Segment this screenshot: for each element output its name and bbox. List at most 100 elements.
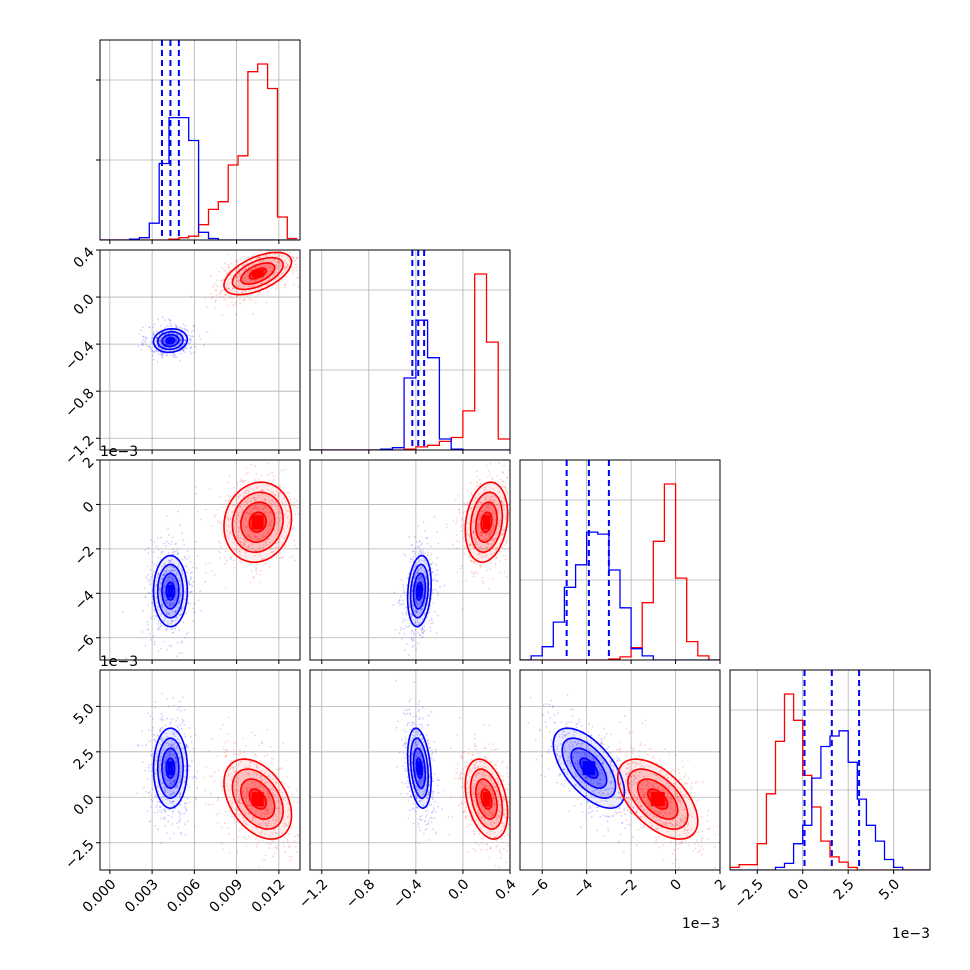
scatter-point: [285, 266, 288, 269]
scatter-point: [143, 341, 146, 343]
scatter-point: [422, 833, 425, 835]
scatter-point: [472, 792, 475, 795]
scatter-point: [251, 507, 254, 510]
scatter-point: [247, 534, 250, 536]
scatter-point: [492, 537, 495, 540]
scatter-point: [293, 256, 295, 259]
scatter-point: [291, 555, 294, 557]
scatter-point: [466, 522, 469, 525]
scatter-point: [228, 536, 231, 539]
scatter-point: [455, 516, 458, 519]
scatter-point: [323, 238, 325, 240]
scatter-point: [163, 768, 166, 771]
scatter-point: [157, 609, 160, 611]
scatter-point: [288, 521, 290, 524]
scatter-point: [262, 543, 265, 546]
scatter-point: [473, 562, 476, 565]
scatter-point: [437, 779, 440, 782]
scatter-point: [514, 504, 516, 506]
scatter-point: [419, 568, 422, 570]
scatter-point: [281, 535, 283, 538]
scatter-point: [428, 776, 431, 778]
scatter-point: [183, 781, 186, 784]
scatter-point: [415, 583, 418, 586]
scatter-point: [261, 558, 264, 560]
scatter-point: [174, 341, 177, 344]
scatter-point: [513, 451, 515, 453]
scatter-point: [460, 530, 463, 533]
scatter-point: [428, 790, 431, 793]
scatter-point: [255, 836, 258, 839]
scatter-point: [251, 781, 254, 784]
scatter-point: [164, 789, 167, 792]
scatter-point: [179, 359, 181, 362]
scatter-point: [161, 550, 164, 553]
scatter-point: [179, 595, 182, 597]
scatter-point: [157, 623, 160, 625]
scatter-point: [150, 347, 152, 349]
density-peak-blue: [167, 584, 174, 598]
scatter-point: [258, 823, 260, 826]
scatter-point: [145, 790, 147, 793]
scatter-point: [174, 778, 177, 781]
scatter-point: [151, 763, 154, 766]
scatter-point: [189, 578, 192, 581]
scatter-point: [281, 272, 284, 274]
scatter-point: [430, 756, 433, 759]
scatter-point: [412, 802, 415, 805]
scatter-point: [285, 262, 288, 264]
scatter-point: [171, 565, 174, 568]
scatter-point: [252, 489, 255, 491]
scatter-point: [472, 531, 474, 533]
scatter-point: [244, 290, 247, 293]
scatter-point: [189, 560, 192, 563]
scatter-point: [190, 340, 193, 342]
scatter-point: [492, 540, 495, 543]
scatter-point: [161, 355, 164, 358]
scatter-point: [497, 491, 500, 494]
scatter-point: [281, 278, 284, 281]
scatter-point: [290, 504, 293, 507]
scatter-point: [206, 306, 209, 308]
scatter-point: [415, 744, 417, 747]
scatter-point: [176, 786, 179, 789]
scatter-point: [291, 793, 294, 796]
scatter-point: [188, 581, 190, 584]
scatter-point: [141, 730, 143, 732]
panel-2d-p2-vs-p1: [310, 451, 516, 660]
scatter-point: [215, 299, 217, 302]
scatter-point: [167, 820, 170, 823]
scatter-point: [168, 561, 171, 564]
scatter-point: [159, 622, 162, 624]
scatter-point: [257, 502, 260, 505]
scatter-point: [199, 590, 202, 593]
scatter-point: [278, 538, 281, 541]
scatter-point: [418, 700, 421, 703]
scatter-point: [267, 489, 269, 492]
scatter-point: [402, 587, 405, 589]
scatter-point: [246, 790, 249, 793]
scatter-point: [426, 551, 429, 554]
scatter-point: [227, 716, 230, 719]
scatter-point: [167, 705, 170, 708]
scatter-point: [465, 806, 468, 809]
scatter-point: [430, 545, 432, 548]
scatter-point: [297, 833, 300, 836]
scatter-point: [163, 574, 166, 577]
scatter-point: [432, 791, 435, 793]
scatter-point: [243, 454, 245, 456]
scatter-point: [179, 710, 182, 712]
scatter-point: [420, 755, 422, 758]
scatter-point: [164, 786, 166, 789]
scatter-point: [237, 535, 239, 537]
scatter-point: [158, 626, 160, 628]
scatter-point: [208, 488, 211, 491]
scatter-point: [252, 497, 255, 500]
scatter-point: [481, 580, 484, 583]
scatter-point: [159, 805, 162, 808]
scatter-point: [434, 748, 437, 751]
scatter-point: [464, 546, 466, 548]
scatter-point: [250, 279, 252, 282]
scatter-point: [188, 583, 191, 586]
